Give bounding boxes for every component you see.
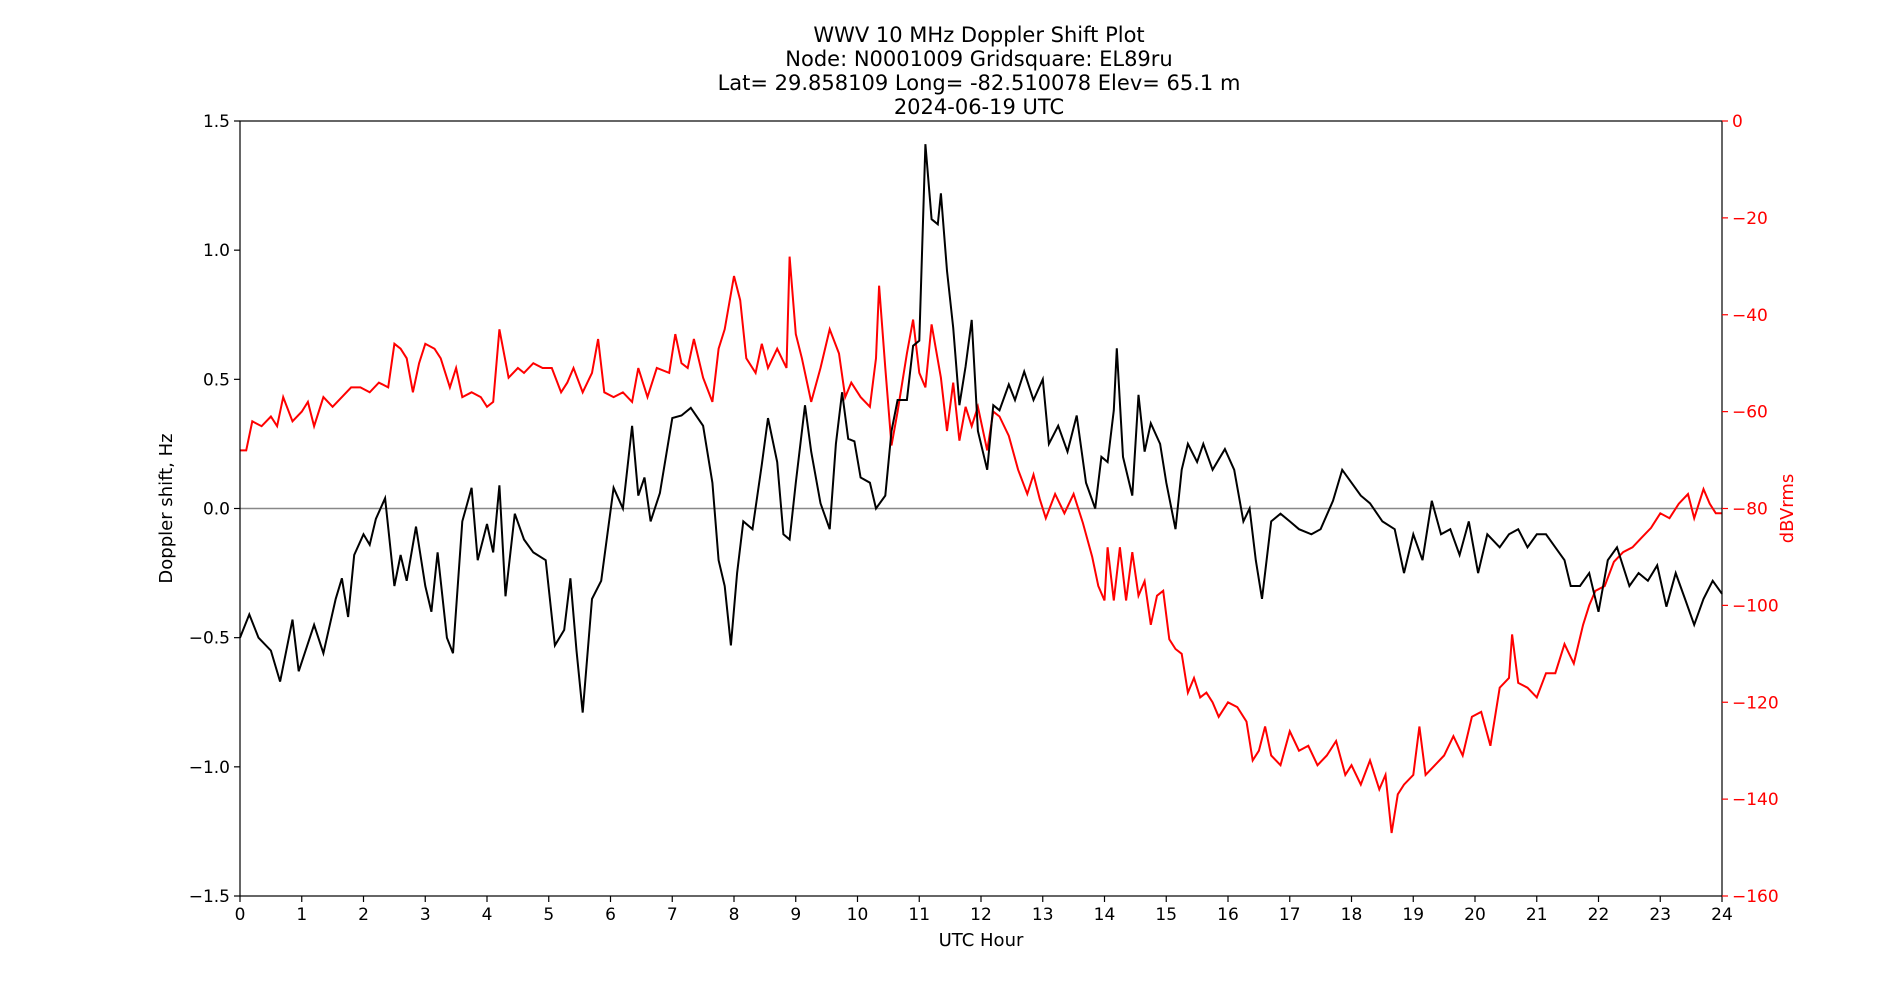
- y-axis-left-label: Doppler shift, Hz: [156, 433, 177, 583]
- x-tick-label: 1: [296, 905, 307, 925]
- chart-title-line-0: WWV 10 MHz Doppler Shift Plot: [813, 23, 1144, 47]
- x-tick-label: 10: [847, 905, 869, 925]
- y-right-tick-label: −80: [1732, 500, 1768, 520]
- y-left-tick-label: 1.5: [203, 112, 230, 132]
- y-right-tick-label: −120: [1732, 693, 1779, 713]
- signal-level-series-line: [240, 256, 1722, 834]
- x-tick-label: 21: [1526, 905, 1548, 925]
- x-tick-label: 5: [543, 905, 554, 925]
- y-right-tick-label: −60: [1732, 403, 1768, 423]
- chart-title-line-2: Lat= 29.858109 Long= -82.510078 Elev= 65…: [718, 71, 1241, 95]
- x-tick-label: 8: [729, 905, 740, 925]
- x-tick-label: 7: [667, 905, 678, 925]
- x-tick-label: 3: [420, 905, 431, 925]
- x-tick-label: 6: [605, 905, 616, 925]
- x-tick-label: 0: [235, 905, 246, 925]
- chart-title-line-1: Node: N0001009 Gridsquare: EL89ru: [785, 47, 1172, 71]
- chart-title-line-3: 2024-06-19 UTC: [894, 95, 1064, 119]
- x-tick-label: 2: [358, 905, 369, 925]
- plot-area: [239, 120, 1723, 897]
- y-left-tick-label: −1.5: [189, 887, 230, 907]
- y-right-tick-label: −20: [1732, 209, 1768, 229]
- x-tick-label: 16: [1217, 905, 1239, 925]
- x-tick-label: 24: [1711, 905, 1733, 925]
- y-right-tick-label: 0: [1732, 112, 1743, 132]
- x-axis: 0 1 2 3 4 5 6 7 8 9 10 11 12 13 14 15 16 17 18 19 20 21 22 23 24: [235, 896, 1733, 925]
- y-left-tick-label: −1.0: [189, 758, 230, 778]
- x-tick-label: 19: [1402, 905, 1424, 925]
- x-tick-label: 22: [1588, 905, 1610, 925]
- x-tick-label: 11: [908, 905, 930, 925]
- x-axis-label: UTC Hour: [939, 930, 1024, 951]
- y-left-tick-label: 1.0: [203, 241, 230, 261]
- x-tick-label: 15: [1155, 905, 1177, 925]
- x-tick-label: 12: [970, 905, 992, 925]
- y-axis-right: −160 −140 −120 −100 −80 −60 −40 −20 0: [1722, 112, 1779, 907]
- x-tick-label: 18: [1341, 905, 1363, 925]
- y-axis-left: −1.5 −1.0 −0.5 0.0 0.5 1.0 1.5: [189, 112, 240, 907]
- x-tick-label: 9: [790, 905, 801, 925]
- y-right-tick-label: −40: [1732, 306, 1768, 326]
- y-right-tick-label: −100: [1732, 596, 1779, 616]
- y-right-tick-label: −140: [1732, 790, 1779, 810]
- y-left-tick-label: 0.5: [203, 370, 230, 390]
- y-axis-right-label: dBVrms: [1777, 474, 1798, 544]
- x-tick-label: 17: [1279, 905, 1301, 925]
- y-left-tick-label: −0.5: [189, 629, 230, 649]
- x-tick-label: 20: [1464, 905, 1486, 925]
- y-right-tick-label: −160: [1732, 887, 1779, 907]
- doppler-shift-series-line: [239, 144, 1723, 713]
- x-tick-label: 13: [1032, 905, 1054, 925]
- x-tick-label: 14: [1094, 905, 1116, 925]
- x-tick-label: 23: [1649, 905, 1671, 925]
- y-left-tick-label: 0.0: [203, 500, 230, 520]
- x-tick-label: 4: [482, 905, 493, 925]
